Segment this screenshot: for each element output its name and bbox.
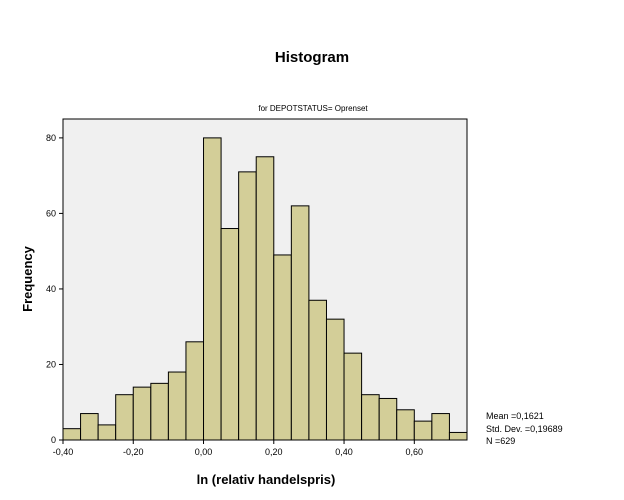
histogram-bar (413, 420, 433, 441)
histogram-bar (448, 431, 468, 441)
stat-mean: Mean =0,1621 (486, 411, 544, 421)
histogram-bar (62, 428, 82, 441)
y-axis: 0 20 40 60 80 (46, 133, 63, 445)
x-tick-label: 0,20 (265, 447, 283, 457)
histogram-bar (150, 382, 169, 441)
histogram-bar (308, 299, 327, 441)
bars-group (62, 118, 468, 441)
y-tick-label: 20 (46, 359, 56, 369)
histogram-bar (97, 424, 117, 441)
histogram-bar (115, 394, 134, 441)
histogram-bar (238, 171, 257, 441)
y-axis-title: Frequency (20, 245, 35, 312)
histogram-bar (431, 413, 450, 441)
x-tick-label: -0,20 (123, 447, 144, 457)
y-tick-label: 0 (51, 435, 56, 445)
x-axis-title: ln (relativ handelspris) (197, 472, 336, 487)
histogram-bar (290, 205, 310, 441)
histogram-bar (132, 386, 152, 441)
histogram-bar (361, 394, 380, 441)
stat-std-dev: Std. Dev. =0,19689 (486, 424, 563, 434)
x-tick-label: -0,40 (53, 447, 74, 457)
histogram-bar (255, 156, 275, 441)
chart-subtitle: for DEPOTSTATUS= Oprenset (258, 104, 368, 113)
histogram-bar (396, 409, 415, 441)
y-tick-label: 40 (46, 284, 56, 294)
histogram-bar (80, 413, 99, 441)
histogram-bar (273, 254, 292, 441)
histogram-bar (167, 371, 187, 441)
histogram-bar (203, 137, 222, 441)
histogram-bar (343, 352, 363, 441)
stat-n: N =629 (486, 436, 515, 446)
y-tick-label: 60 (46, 208, 56, 218)
x-tick-label: 0,00 (195, 447, 213, 457)
histogram-bar (220, 228, 240, 441)
x-tick-label: 0,40 (335, 447, 353, 457)
y-tick-label: 80 (46, 133, 56, 143)
histogram-bar (185, 341, 205, 441)
histogram-bar (378, 397, 398, 441)
x-tick-label: 0,60 (406, 447, 424, 457)
histogram-bar (325, 318, 345, 441)
plot-frame (62, 118, 468, 441)
chart-title: Histogram (275, 49, 349, 66)
x-axis: -0,40 -0,20 0,00 0,20 0,40 0,60 (53, 440, 423, 457)
